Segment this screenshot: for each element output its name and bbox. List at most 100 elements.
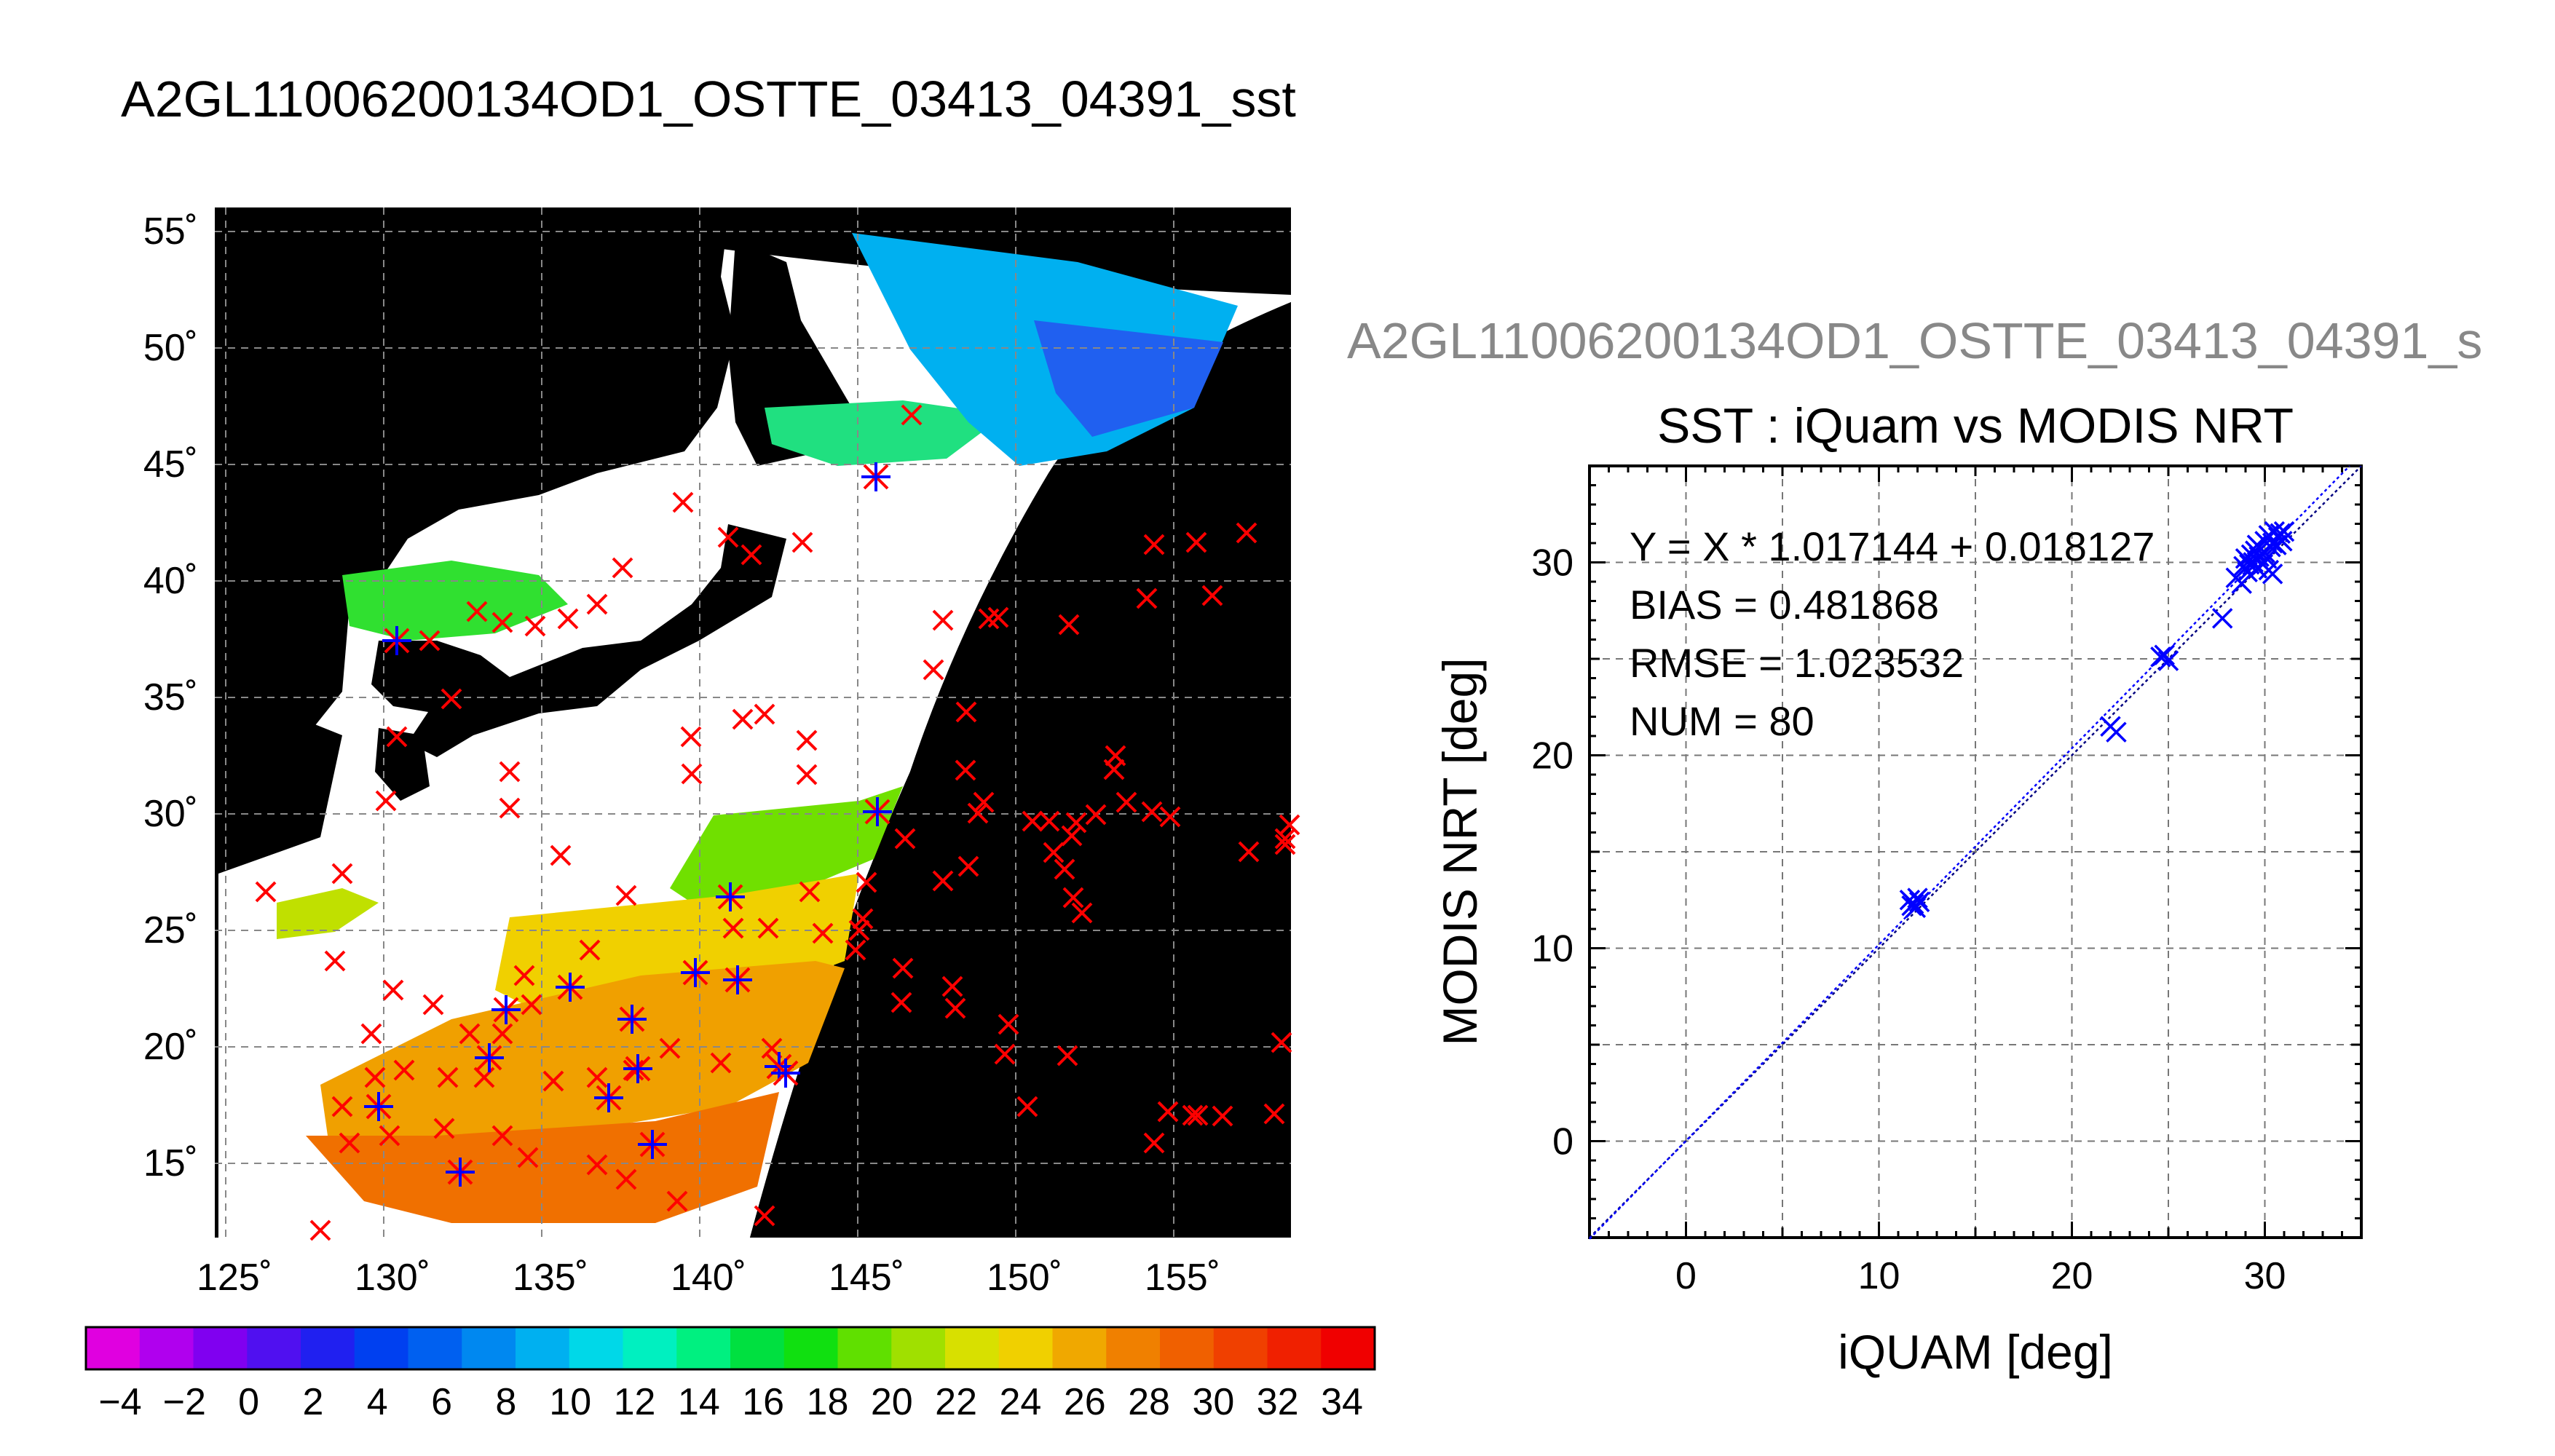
- map-buoy-x-marker: [419, 630, 441, 652]
- colorbar-swatch: [247, 1327, 301, 1369]
- map-buoy-x-marker: [441, 688, 462, 710]
- colorbar-swatch: [891, 1327, 946, 1369]
- map-buoy-x-marker: [1038, 810, 1060, 832]
- colorbar-label: 12: [614, 1381, 656, 1423]
- map-buoy-x-marker: [1071, 902, 1093, 924]
- scatter-point: [2266, 534, 2287, 555]
- chart-title: SST : iQuam vs MODIS NRT: [1657, 398, 2294, 454]
- scatter-ticks: [1588, 464, 2363, 1239]
- map-buoy-x-marker: [433, 1117, 455, 1139]
- colorbar-label: 8: [495, 1381, 516, 1423]
- map-buoy-x-marker: [891, 992, 912, 1013]
- map-matchup-star-marker: [475, 1043, 504, 1072]
- map-buoy-x-marker: [459, 1023, 481, 1045]
- map-buoy-x-marker: [967, 802, 989, 824]
- map-buoy-x-marker: [681, 763, 703, 785]
- map-matchup-star-marker: [364, 1092, 393, 1121]
- colorbar-swatch: [730, 1327, 785, 1369]
- lon-tick-label: 125˚: [197, 1257, 272, 1299]
- lat-tick-label: 55˚: [143, 210, 198, 253]
- scatter-points: [1899, 521, 2295, 919]
- map-matchup-star-marker: [716, 882, 745, 911]
- scatter-point: [2211, 608, 2233, 629]
- y-tick-label: 30: [1531, 542, 1573, 585]
- map-buoy-x-marker: [791, 531, 813, 553]
- fit-lines: [1589, 465, 2362, 1240]
- map-buoy-x-marker: [973, 791, 995, 813]
- colorbar-swatch: [569, 1327, 624, 1369]
- map-buoy-x-marker: [672, 491, 694, 513]
- map-buoy-x-marker: [1274, 828, 1296, 850]
- map-buoy-x-marker: [1238, 841, 1260, 863]
- map-title: A2GL11006200134OD1_OSTTE_03413_04391_sst: [121, 71, 1296, 127]
- colorbar-label: 14: [678, 1381, 720, 1423]
- map-buoy-x-marker: [717, 526, 739, 548]
- map-buoy-x-marker: [722, 917, 744, 939]
- map-buoy-x-marker: [1212, 1105, 1233, 1127]
- scatter-point: [2270, 523, 2291, 544]
- scatter-point: [1901, 895, 1922, 917]
- map-buoy-x-marker: [586, 1067, 608, 1088]
- colorbar-label: −4: [98, 1381, 141, 1423]
- colorbar-swatch: [837, 1327, 893, 1369]
- map-buoy-x-marker: [894, 828, 916, 850]
- y-axis-label: MODIS NRT [deg]: [1433, 657, 1487, 1045]
- map-buoy-x-marker: [796, 764, 818, 786]
- map-buoy-x-marker: [923, 659, 944, 681]
- map-matchup-star-marker: [723, 965, 752, 994]
- colorbar-label: 28: [1128, 1381, 1170, 1423]
- map-buoy-x-marker: [932, 870, 954, 892]
- colorbar-label: 24: [999, 1381, 1041, 1423]
- map-buoy-x-marker: [955, 759, 976, 781]
- map-buoy-x-marker: [513, 965, 535, 986]
- map-buoy-x-marker: [437, 1067, 459, 1088]
- map-buoy-x-marker: [659, 1037, 681, 1059]
- lat-tick-label: 50˚: [143, 327, 198, 369]
- map-buoy-x-marker: [557, 608, 579, 630]
- map-matchup-star-marker: [594, 1083, 623, 1112]
- map-matchup-star-marker: [681, 958, 710, 987]
- map-buoy-x-marker: [796, 729, 818, 751]
- map-buoy-x-marker: [710, 1052, 732, 1074]
- scatter-point: [1905, 897, 1927, 919]
- map-buoy-x-marker: [1143, 534, 1165, 555]
- scatter-point: [2157, 650, 2179, 671]
- colorbar-swatch: [1213, 1327, 1268, 1369]
- map-buoy-x-marker: [932, 609, 954, 631]
- x-tick-label: 10: [1858, 1255, 1900, 1297]
- y-tick-label: 20: [1531, 735, 1573, 778]
- map-buoy-x-marker: [955, 701, 977, 723]
- scatter-point: [2154, 644, 2175, 665]
- map-buoy-x-marker: [754, 703, 775, 725]
- bias-annotation: BIAS = 0.481868: [1630, 582, 1939, 628]
- map-buoy-x-marker: [521, 994, 542, 1016]
- colorbar-swatch: [945, 1327, 1000, 1369]
- map-buoy-x-marker: [491, 612, 513, 633]
- map-buoy-x-marker: [1274, 834, 1296, 855]
- map-buoy-x-marker: [466, 601, 488, 622]
- lon-tick-label: 130˚: [355, 1257, 430, 1299]
- map-buoy-x-marker: [845, 939, 866, 961]
- map-buoy-x-marker: [848, 919, 870, 941]
- map-buoy-x-marker: [754, 1205, 775, 1227]
- colorbar-swatch: [783, 1327, 839, 1369]
- rmse-annotation: RMSE = 1.023532: [1630, 640, 1964, 686]
- colorbar-label: 34: [1321, 1381, 1363, 1423]
- colorbar-label: 4: [367, 1381, 388, 1423]
- map-buoy-x-marker: [579, 939, 601, 961]
- lon-axis: 125˚ 130˚ 135˚ 140˚ 145˚ 150˚ 155˚: [197, 1257, 1220, 1299]
- colorbar-swatch: [676, 1327, 731, 1369]
- map-buoy-x-marker: [1143, 1132, 1165, 1154]
- map-buoy-x-marker: [856, 871, 877, 893]
- map-buoy-x-marker: [1185, 531, 1207, 553]
- colorbar-label: 32: [1257, 1381, 1299, 1423]
- colorbar-labels: −4 −2 0 2 4 6 8 10 12 14 16 18 20 22 24 26 28 30 32 34: [98, 1381, 1363, 1423]
- lon-tick-label: 145˚: [829, 1257, 904, 1299]
- map-buoy-x-marker: [1061, 825, 1083, 847]
- map-buoy-x-marker: [941, 976, 963, 997]
- map-buoy-x-marker: [612, 557, 633, 579]
- colorbar-swatch: [998, 1327, 1054, 1369]
- map-markers: [255, 404, 1300, 1241]
- map-buoy-x-marker: [994, 1043, 1016, 1065]
- x-tick-label: 20: [2051, 1255, 2093, 1297]
